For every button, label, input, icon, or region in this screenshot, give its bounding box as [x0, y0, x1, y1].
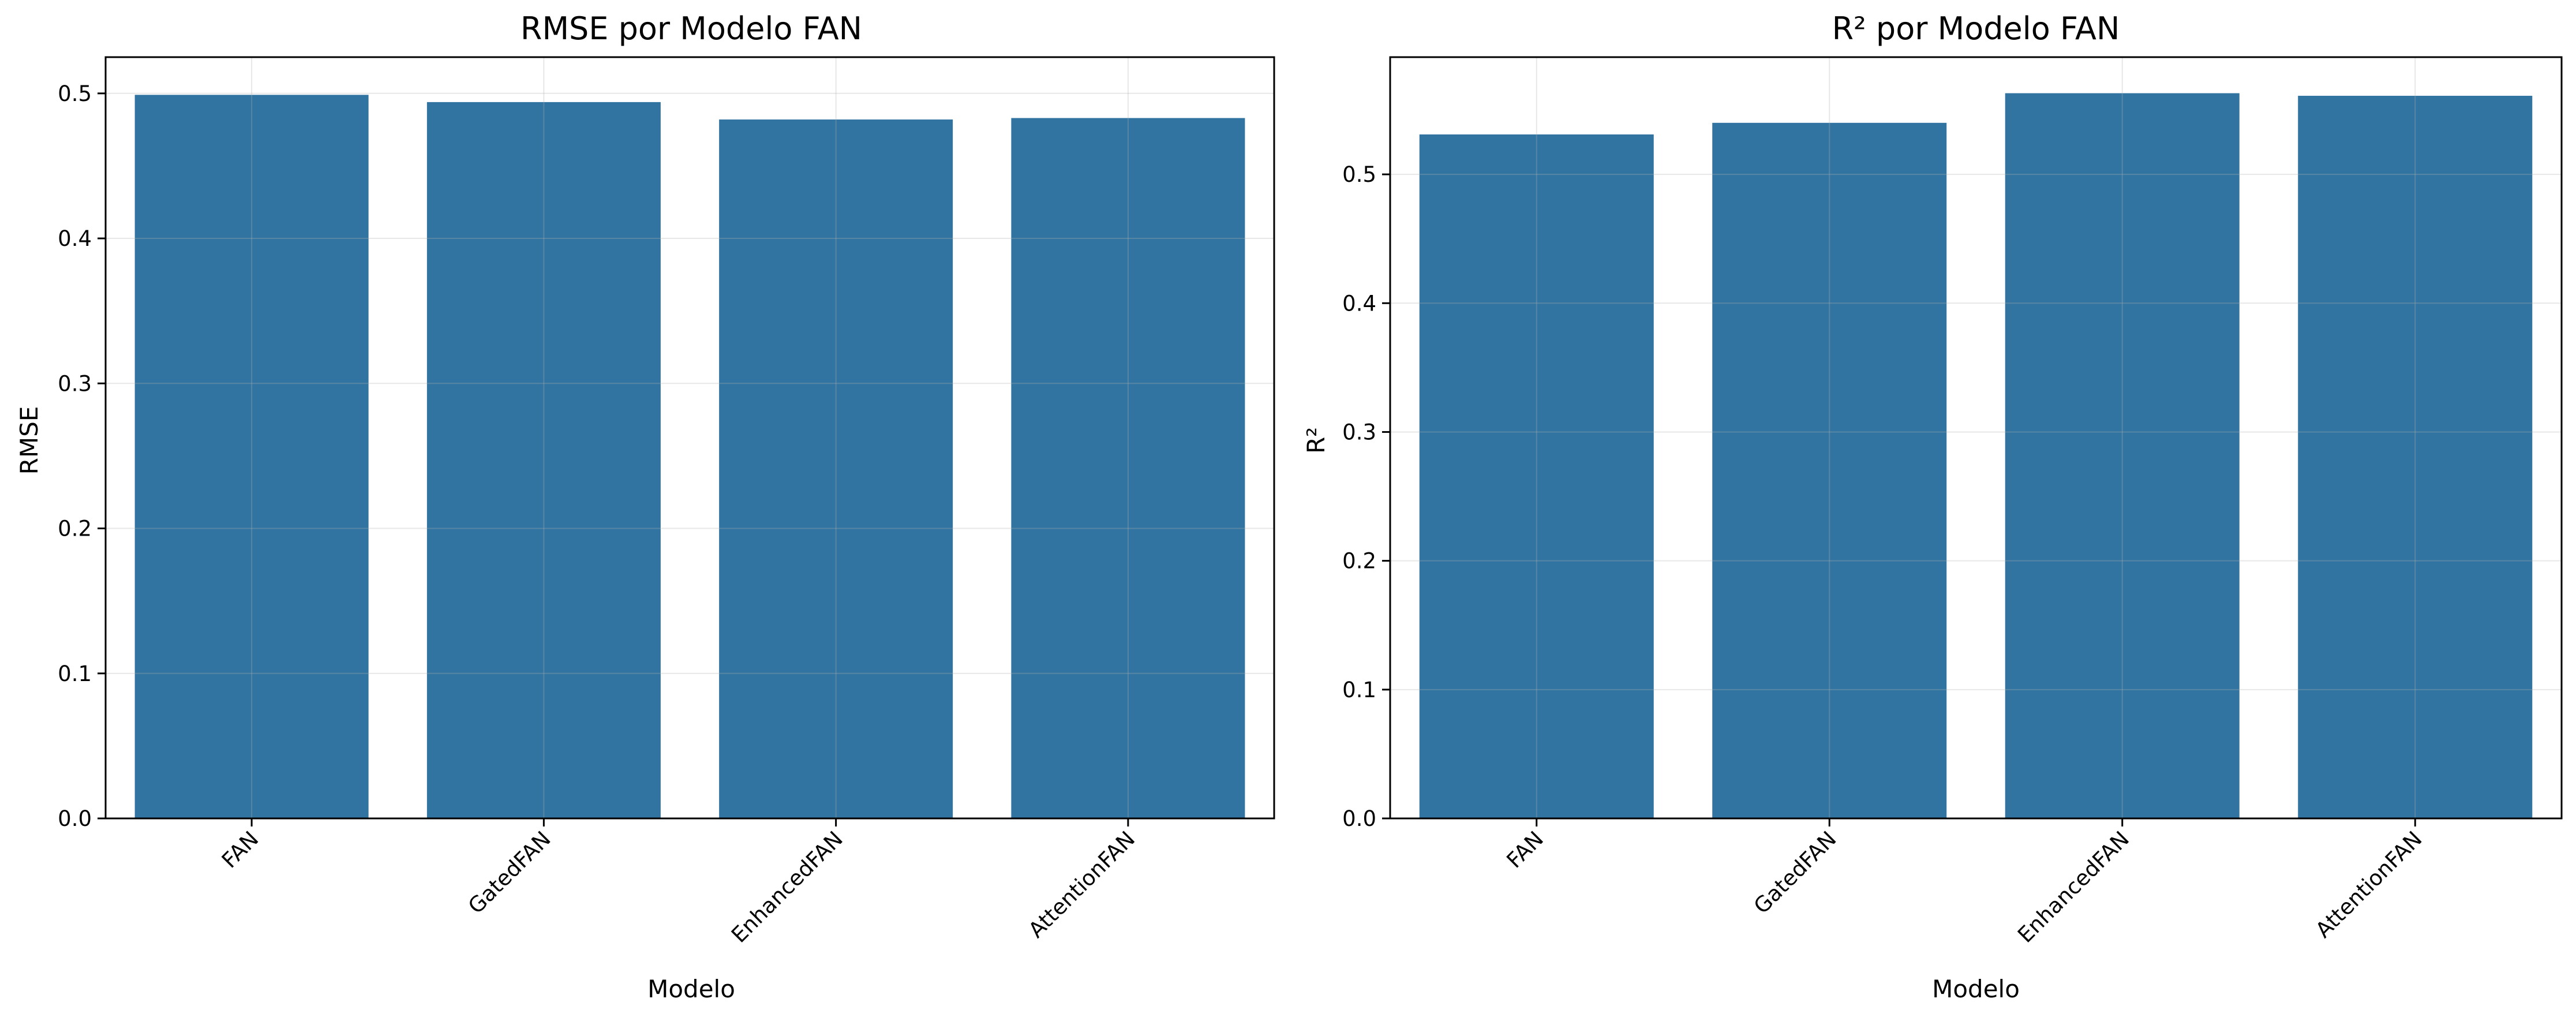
x-tick-label-enhancedfan: EnhancedFAN — [727, 826, 848, 948]
plot-frame — [1389, 56, 2563, 820]
y-tick-label: 0.0 — [58, 806, 92, 831]
y-axis: 0.0 0.1 0.2 0.3 0.4 0.5 — [1342, 162, 1390, 831]
x-tick-label-attentionfan: AttentionFAN — [1024, 826, 1140, 943]
y-tick-label: 0.4 — [58, 226, 92, 251]
rmse-chart-panel: RMSE por Modelo FAN RMSE Modelo 0.00.10.… — [15, 10, 1275, 1003]
bar-attentionfan — [1011, 118, 1245, 818]
x-axis-label: Modelo — [647, 975, 735, 1003]
y-tick-label: 0.5 — [1342, 162, 1376, 187]
x-axis: FAN GatedFAN EnhancedFAN AttentionFAN — [217, 818, 1140, 948]
x-axis: FAN GatedFAN EnhancedFAN AttentionFAN — [1502, 818, 2427, 948]
chart-title: RMSE por Modelo FAN — [521, 10, 862, 47]
x-tick-label-gatedfan: GatedFAN — [1749, 826, 1841, 919]
x-tick-label-fan: FAN — [1502, 826, 1549, 873]
y-tick-label: 0.3 — [58, 371, 92, 396]
y-tick-label: 0.2 — [1342, 549, 1376, 574]
y-tick-label: 0.0 — [1342, 806, 1376, 831]
bar-attentionfan — [2298, 95, 2533, 818]
bar-fan — [1419, 134, 1654, 818]
y-tick-label: 0.3 — [1342, 420, 1376, 444]
y-tick-label: 0.5 — [58, 81, 92, 106]
x-tick-label-enhancedfan: EnhancedFAN — [2013, 826, 2134, 948]
x-axis-label: Modelo — [1932, 975, 2020, 1003]
x-tick-label-fan: FAN — [217, 826, 264, 873]
bars — [134, 95, 1245, 819]
chart-title: R² por Modelo FAN — [1832, 10, 2120, 47]
y-axis-label: R² — [1302, 427, 1330, 454]
plot-frame — [104, 56, 1275, 820]
bar-gatedfan — [426, 102, 661, 819]
x-tick-label-gatedfan: GatedFAN — [463, 826, 556, 919]
y-tick-label: 0.1 — [1342, 678, 1376, 702]
y-axis: 0.0 0.1 0.2 0.3 0.4 0.5 — [58, 81, 106, 831]
bar-enhancedfan — [719, 119, 953, 819]
y-tick-label: 0.4 — [1342, 291, 1376, 316]
bars — [1419, 93, 2533, 818]
bar-enhancedfan — [2005, 93, 2240, 818]
bar-gatedfan — [1712, 122, 1947, 818]
y-axis-label: RMSE — [15, 406, 43, 475]
x-tick-label-attentionfan: AttentionFAN — [2311, 826, 2427, 943]
r2-chart-panel: R² por Modelo FAN R² Modelo 0.0 0.1 0.2 0.3… — [1302, 10, 2563, 1003]
y-tick-label: 0.1 — [58, 661, 92, 686]
y-tick-label: 0.2 — [58, 517, 92, 541]
bar-fan — [134, 95, 369, 818]
